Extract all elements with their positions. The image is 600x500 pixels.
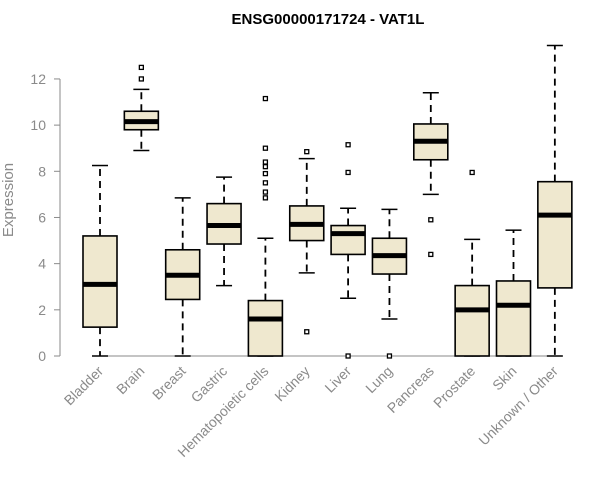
box-hematopoietic-cells <box>247 95 284 357</box>
outlier-point <box>304 149 310 155</box>
outlier-point <box>469 169 475 176</box>
outlier-point <box>262 195 269 201</box>
y-tick-label: 4 <box>38 256 46 272</box>
category-label: Breast <box>149 363 189 403</box>
box-iqr <box>330 224 366 256</box>
outlier-point <box>262 180 269 186</box>
outlier-point <box>304 329 310 335</box>
y-tick-label: 2 <box>38 302 46 318</box>
category-label: Skin <box>489 363 520 394</box>
y-tick-label: 0 <box>38 348 46 364</box>
category-label: Lung <box>362 363 395 396</box>
y-axis-label: Expression <box>0 163 17 237</box>
box-breast <box>164 197 201 357</box>
y-tick-label: 10 <box>30 117 46 133</box>
outlier-point <box>262 189 269 195</box>
boxes <box>82 44 573 359</box>
outlier-point <box>345 169 351 176</box>
outlier-point <box>262 145 269 151</box>
y-tick-label: 8 <box>38 163 46 179</box>
category-label: Prostate <box>430 363 478 411</box>
outlier-point <box>262 170 269 177</box>
box-iqr <box>454 284 490 357</box>
outlier-point <box>428 217 434 223</box>
outlier-point <box>262 159 269 165</box>
box-gastric <box>206 176 242 287</box>
box-lung <box>371 208 408 359</box>
chart-title: ENSG00000171724 - VAT1L <box>232 11 425 28</box>
outlier-point <box>345 353 351 359</box>
box-iqr <box>82 235 118 328</box>
outlier-point <box>262 95 269 102</box>
outlier-point <box>138 76 145 82</box>
box-brain <box>123 64 160 152</box>
outlier-point <box>386 353 393 359</box>
outlier-point <box>428 251 434 258</box>
category-label: Brain <box>113 363 147 397</box>
y-tick-label: 12 <box>30 71 46 87</box>
outlier-point <box>262 164 269 170</box>
box-iqr <box>247 299 284 357</box>
outlier-point <box>138 64 145 71</box>
category-label: Liver <box>321 363 354 396</box>
box-unknown-other <box>537 44 573 357</box>
box-liver <box>330 142 366 359</box>
box-bladder <box>82 164 118 357</box>
outlier-point <box>345 142 351 148</box>
box-iqr <box>495 280 532 357</box>
box-kidney <box>288 149 325 335</box>
box-skin <box>495 229 532 357</box>
category-label: Bladder <box>61 363 107 409</box>
box-pancreas <box>412 92 449 258</box>
box-iqr <box>537 180 573 289</box>
category-label: Kidney <box>271 363 313 405</box>
box-prostate <box>454 169 490 357</box>
y-tick-label: 6 <box>38 209 46 225</box>
